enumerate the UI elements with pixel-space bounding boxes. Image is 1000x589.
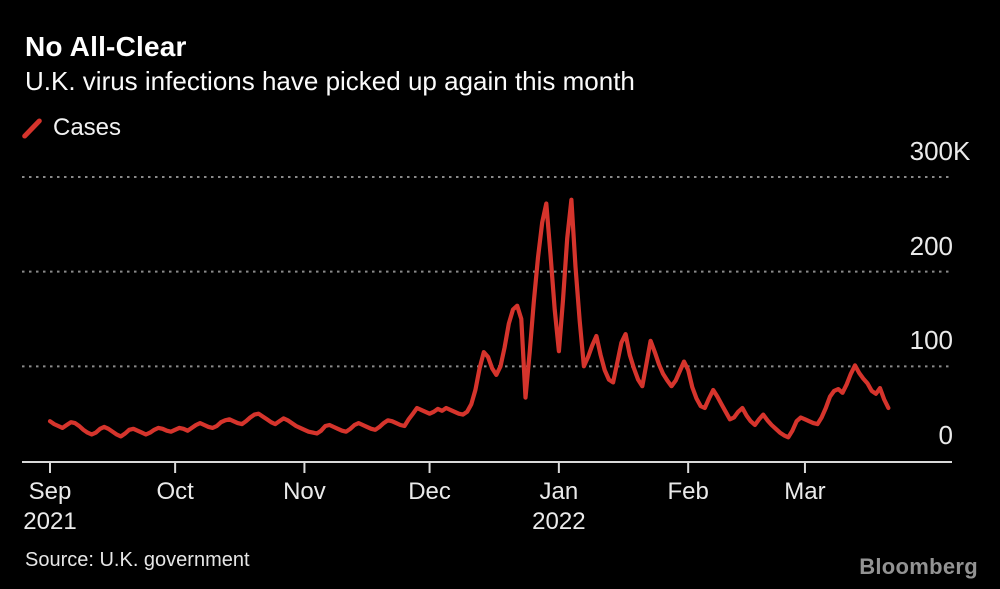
legend-label-cases: Cases bbox=[53, 114, 122, 141]
x-label-year: 2022 bbox=[532, 508, 586, 535]
x-label-feb: Feb bbox=[667, 478, 709, 505]
x-label-dec: Dec bbox=[408, 478, 451, 505]
x-label-nov: Nov bbox=[283, 478, 326, 505]
chart-subtitle: U.K. virus infections have picked up aga… bbox=[25, 66, 635, 96]
y-label-100: 100 bbox=[909, 325, 953, 356]
y-label-suffix: K bbox=[953, 135, 971, 166]
cases-line bbox=[47, 197, 891, 440]
x-label-oct: Oct bbox=[156, 478, 194, 505]
x-label-sep: Sep 2021 bbox=[23, 478, 77, 535]
x-axis bbox=[22, 461, 952, 473]
x-label-jan: Jan 2022 bbox=[532, 478, 586, 535]
source-note: Source: U.K. government bbox=[25, 549, 250, 571]
y-label-300K: 300 K bbox=[909, 135, 971, 166]
y-label-0: 0 bbox=[938, 420, 953, 450]
bloomberg-logo: Bloomberg bbox=[859, 554, 978, 579]
x-label-year: 2021 bbox=[23, 508, 77, 535]
gridlines bbox=[22, 175, 952, 368]
y-label-200: 200 bbox=[909, 230, 953, 261]
x-label-mar: Mar bbox=[784, 478, 826, 505]
chart-title: No All-Clear bbox=[25, 31, 187, 62]
